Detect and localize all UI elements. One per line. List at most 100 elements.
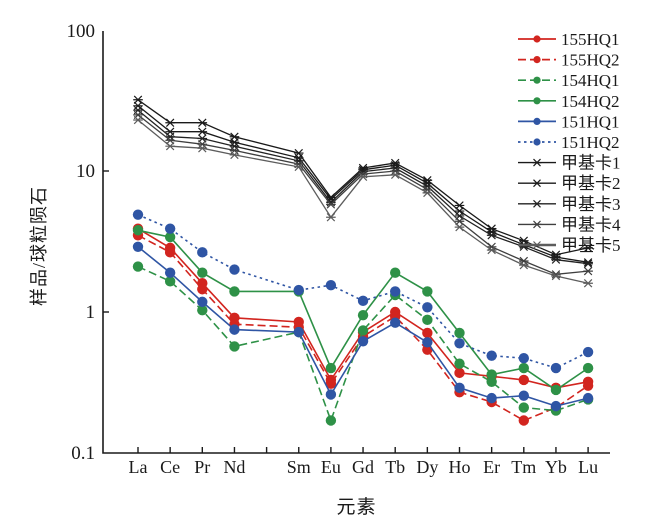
series-line [137,105,589,263]
series-line [137,234,589,422]
data-point [486,245,497,255]
data-point [293,326,304,338]
series-line [137,229,589,391]
data-point [454,338,465,349]
series-151HQ1 [132,241,594,412]
data-point [582,362,594,374]
data-point [422,314,433,326]
data-point [486,376,497,387]
data-point [164,267,176,278]
legend-label: 151HQ2 [561,133,620,152]
data-point [550,362,562,374]
series-line [137,114,589,275]
data-point [325,378,337,389]
y-axis: 100 10 1 0.1 [67,21,109,464]
x-tick-label: Lu [578,457,598,477]
legend-label: 甲基卡1 [561,154,621,173]
data-point [583,266,593,276]
data-point [164,223,176,234]
x-axis-title: 元素 [336,497,377,518]
data-point [454,206,465,216]
data-point [533,117,541,125]
data-point [165,141,175,151]
data-point [390,267,401,278]
series-line [137,265,589,423]
data-point [357,336,369,347]
series-line [137,246,589,407]
data-point [357,325,369,336]
x-tick-label: Pr [194,457,210,477]
legend-label: 154HQ1 [561,71,620,90]
data-point [197,118,208,127]
data-point [133,101,143,111]
data-point [533,97,541,105]
data-point [551,271,561,281]
data-point [582,392,594,404]
series-line [137,119,589,284]
x-axis: La Ce Pr Nd Sm Eu Gd Tb Dy Ho Er Tm Yb Lu [129,447,598,477]
data-point [197,247,208,258]
series-line [137,99,589,256]
data-point [532,199,542,208]
data-point [325,362,337,374]
data-point [133,105,143,115]
legend-item-155HQ1: 155HQ1 [518,30,620,49]
data-point [132,241,144,253]
data-point [229,146,240,155]
data-point [486,350,497,361]
legend-label: 151HQ1 [561,112,620,131]
data-point [133,110,143,120]
data-point [582,380,594,391]
data-point [533,56,541,64]
legend-item-甲基卡1: 甲基卡1 [518,154,621,173]
data-point [164,276,176,287]
data-point [293,148,304,158]
data-point [518,390,529,401]
y-tick-label: 0.1 [71,443,95,464]
data-point [197,267,208,278]
data-point [358,172,368,181]
data-point [422,286,433,297]
data-point [229,341,240,352]
data-point [229,286,240,297]
data-point [583,259,593,268]
legend-label: 甲基卡5 [561,236,621,255]
data-point [390,317,401,328]
data-point [325,415,337,426]
legend-item-155HQ2: 155HQ2 [518,51,620,70]
data-point [165,118,175,127]
data-point [518,415,529,426]
data-point [197,284,208,295]
y-tick-label: 10 [76,161,95,182]
data-point [533,35,541,43]
data-point [550,400,562,412]
data-point [532,179,542,188]
legend-label: 甲基卡4 [561,215,621,234]
legend-item-151HQ2: 151HQ2 [518,133,620,152]
data-point [583,243,593,253]
y-axis-title: 样品/球粒陨石 [29,186,49,307]
data-point [422,188,433,198]
legend-item-甲基卡5: 甲基卡5 [518,236,621,255]
legend-label: 155HQ2 [561,51,620,70]
data-point [454,367,465,379]
legend-item-甲基卡3: 甲基卡3 [518,195,621,214]
data-point [533,76,541,84]
legend-label: 甲基卡3 [561,195,621,214]
data-point [422,327,433,339]
x-tick-label: Er [483,457,500,477]
legend-label: 155HQ1 [561,30,620,49]
x-tick-label: Sm [287,457,311,477]
x-tick-label: Gd [352,457,374,477]
data-point [164,247,176,258]
x-tick-label: Eu [321,457,341,477]
data-point [197,296,208,308]
data-point [229,150,240,160]
data-point [519,260,529,270]
legend-label: 甲基卡2 [561,174,621,193]
series-151HQ2 [132,209,594,374]
data-point [532,241,542,249]
